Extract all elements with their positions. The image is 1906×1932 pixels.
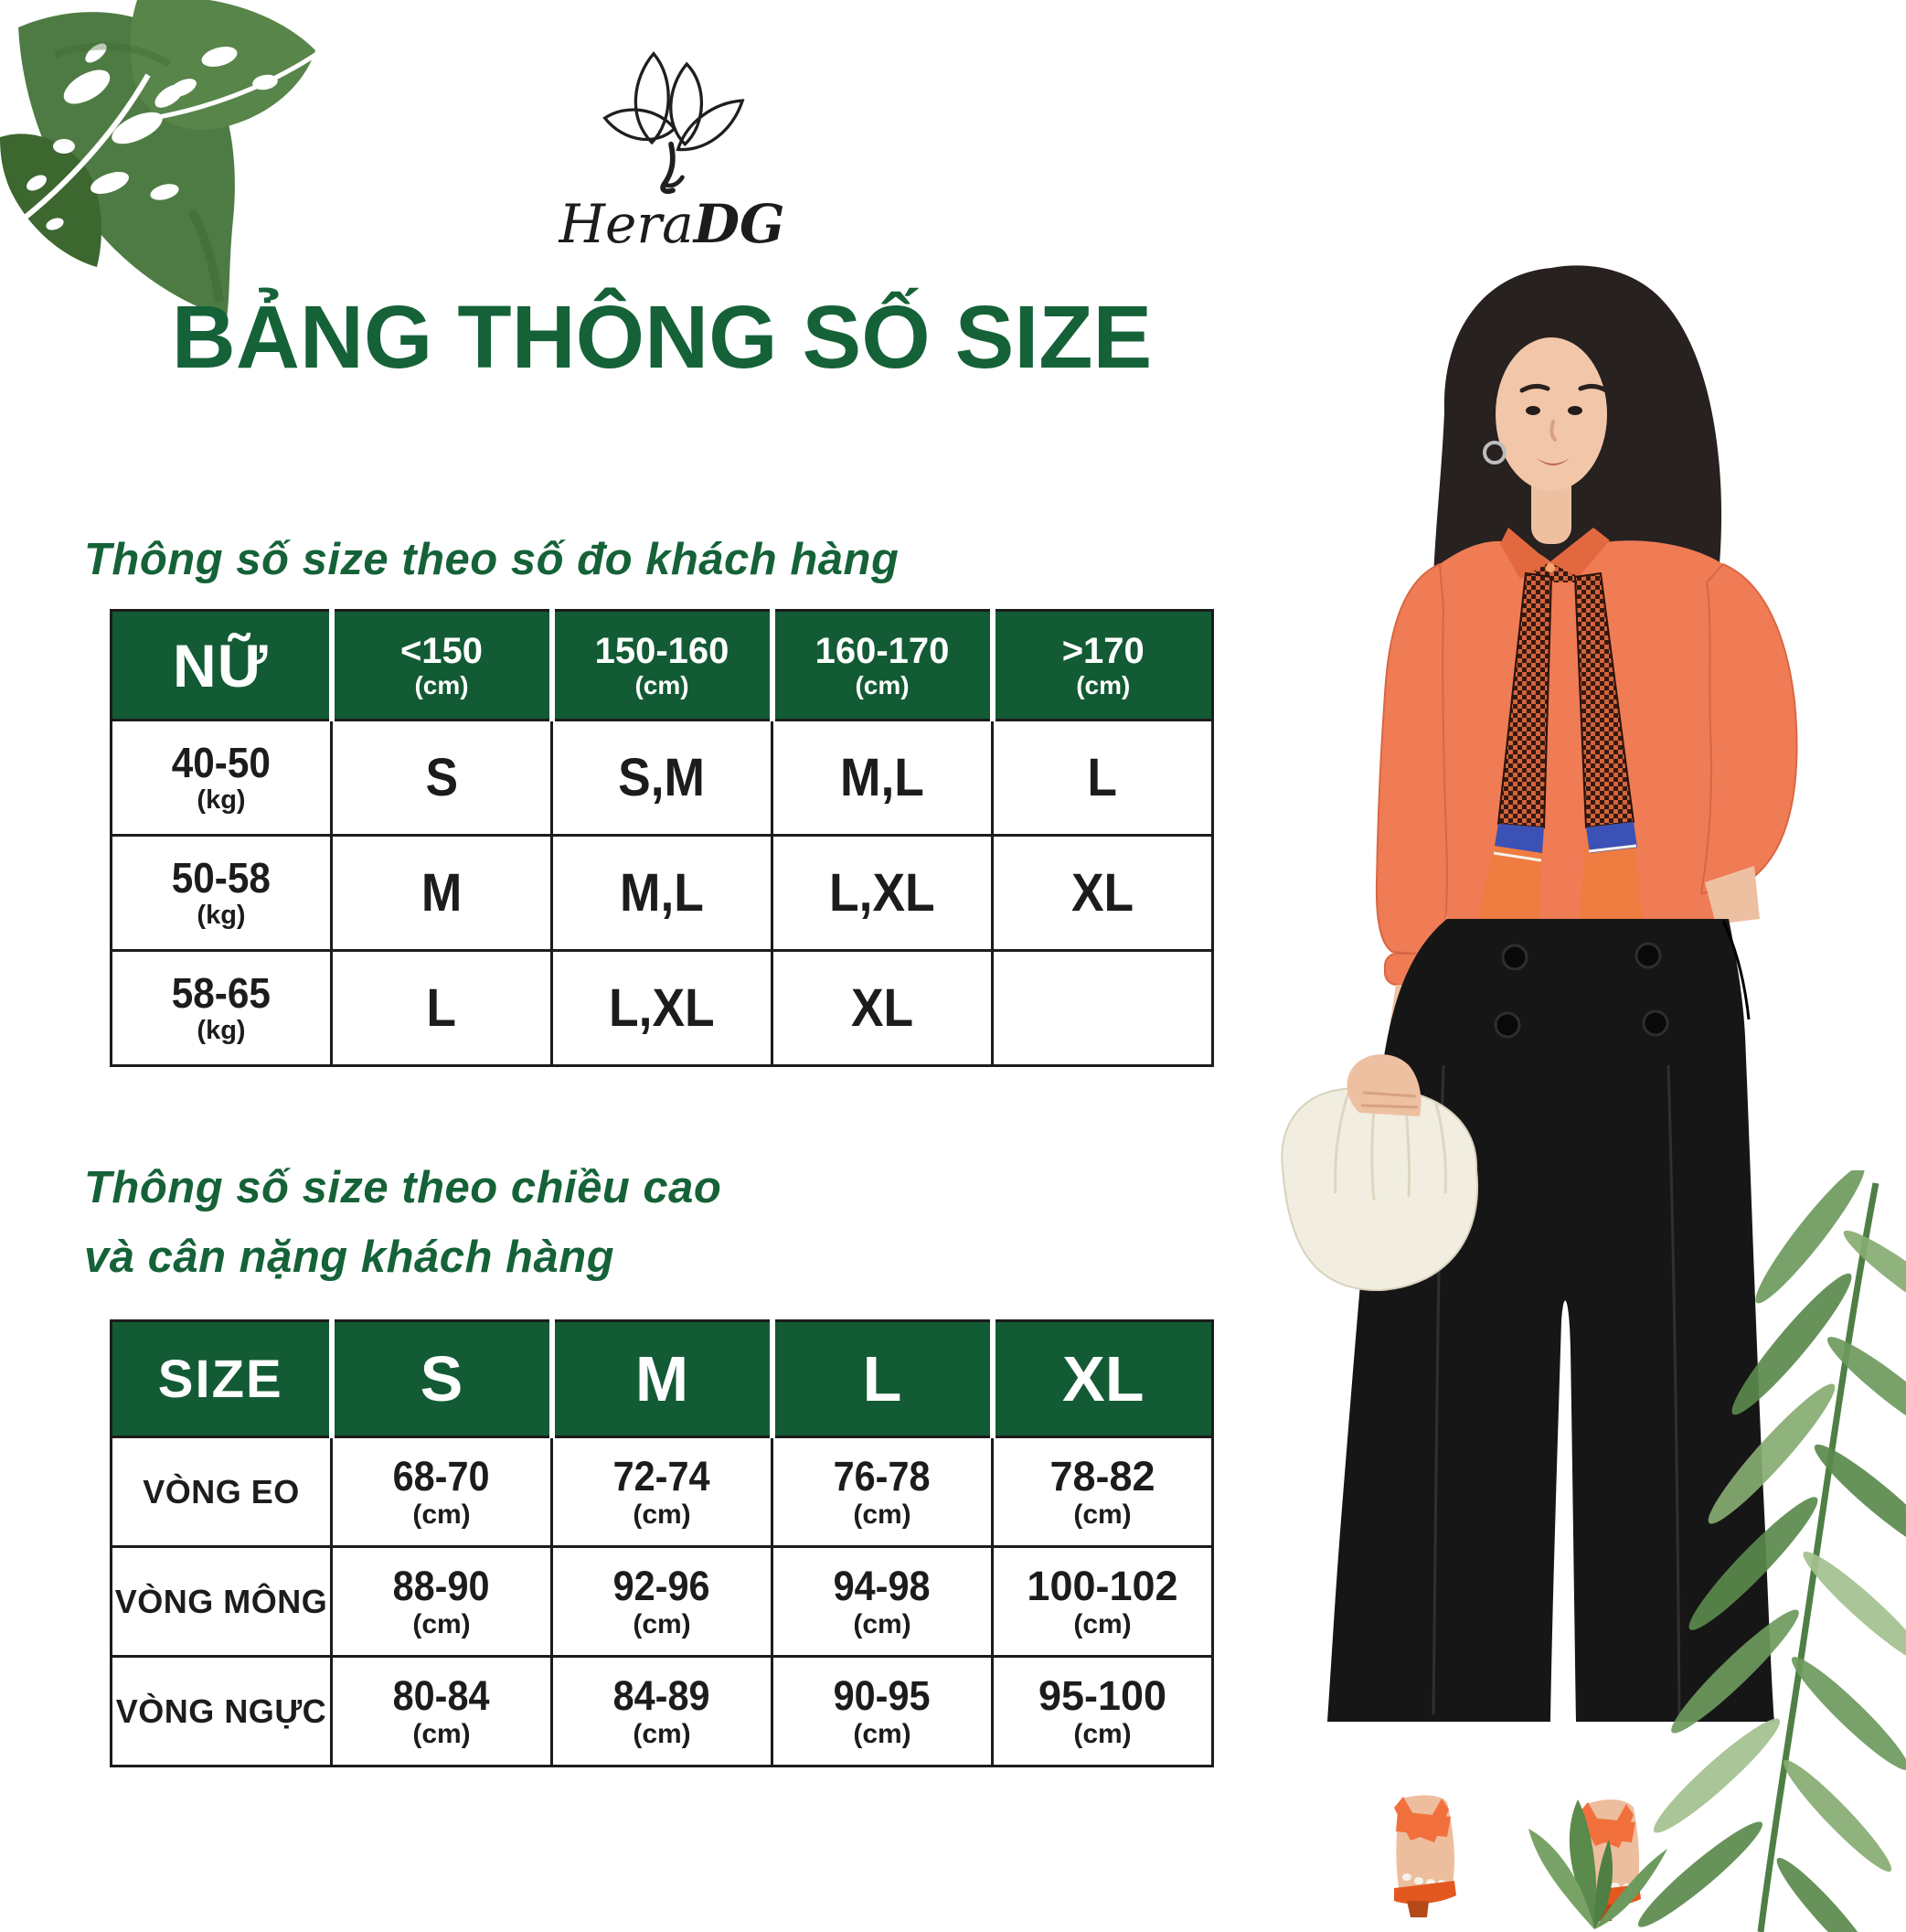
t2-cell: 78-82 (cm) xyxy=(991,1436,1214,1548)
t1-cell: M,L xyxy=(771,719,994,837)
t2-cell: 80-84 (cm) xyxy=(330,1655,553,1767)
t1-row-label-2: 50-58 (kg) xyxy=(110,834,333,952)
brand-logo: HeraDG xyxy=(302,44,1042,251)
t1-cell: XL xyxy=(991,834,1214,952)
t2-row-label-3: VÒNG NGỰC xyxy=(110,1655,333,1767)
t1-cell: L xyxy=(991,719,1214,837)
t2-cell: 95-100 (cm) xyxy=(991,1655,1214,1767)
sprout-leaf-decoration xyxy=(1528,1799,1667,1929)
t2-cell: 100-102 (cm) xyxy=(991,1545,1214,1658)
brand-name-script: Hera xyxy=(559,193,694,255)
t1-row-label-1: 40-50 (kg) xyxy=(110,719,333,837)
t1-cell: L,XL xyxy=(550,949,773,1067)
t2-cell: 88-90 (cm) xyxy=(330,1545,553,1658)
t1-cell: L,XL xyxy=(771,834,994,952)
t1-cell: M,L xyxy=(550,834,773,952)
body-section-heading: Thông số size theo chiều cao và cân nặng… xyxy=(84,1154,721,1293)
t2-cell: 72-74 (cm) xyxy=(550,1436,773,1548)
t2-row-label-1: VÒNG EO xyxy=(110,1436,333,1548)
t2-cell: 68-70 (cm) xyxy=(330,1436,553,1548)
t2-col-header-s: S xyxy=(328,1319,553,1438)
t1-col-header-4: >170 (cm) xyxy=(989,609,1214,721)
body-section-heading-line2: và cân nặng khách hàng xyxy=(84,1232,615,1282)
t1-col-header-1: <150 (cm) xyxy=(328,609,553,721)
t1-cell: M xyxy=(330,834,553,952)
t2-col-header-xl: XL xyxy=(989,1319,1214,1438)
measurement-section-heading: Thông số size theo số đo khách hàng xyxy=(84,535,900,584)
t1-cell: L xyxy=(330,949,553,1067)
t1-cell: S xyxy=(330,719,553,837)
t2-cell: 90-95 (cm) xyxy=(771,1655,994,1767)
palm-leaf-decoration xyxy=(1637,1170,1906,1932)
t2-cell: 84-89 (cm) xyxy=(550,1655,773,1767)
size-by-height-table: NỮ <150 (cm) 150-160 (cm) 160-170 (cm) >… xyxy=(110,609,1214,1067)
size-by-measurement-table: SIZE S M L XL VÒNG EO 68-70 (cm) 72-74 (… xyxy=(110,1319,1214,1767)
lotus-flower-icon xyxy=(602,51,745,195)
t2-row-label-2: VÒNG MÔNG xyxy=(110,1545,333,1658)
body-section-heading-line1: Thông số size theo chiều cao xyxy=(84,1163,722,1212)
t2-col-header-m: M xyxy=(548,1319,773,1438)
model-illustration xyxy=(1281,265,1798,1921)
brand-wordmark: HeraDG xyxy=(302,197,1042,251)
t2-corner-header: SIZE xyxy=(110,1319,333,1438)
t1-col-header-3: 160-170 (cm) xyxy=(769,609,994,721)
brand-name-suffix: DG xyxy=(693,193,785,255)
monstera-leaves-decoration xyxy=(0,0,315,318)
t2-cell: 76-78 (cm) xyxy=(771,1436,994,1548)
t2-cell: 94-98 (cm) xyxy=(771,1545,994,1658)
t2-col-header-l: L xyxy=(769,1319,994,1438)
t1-row-label-3: 58-65 (kg) xyxy=(110,949,333,1067)
page-title: BẢNG THÔNG SỐ SIZE xyxy=(171,287,1153,387)
model-photo xyxy=(1211,242,1906,1932)
t1-corner-header: NỮ xyxy=(110,609,333,721)
t2-cell: 92-96 (cm) xyxy=(550,1545,773,1658)
t1-cell-empty xyxy=(991,949,1214,1067)
t1-cell: XL xyxy=(771,949,994,1067)
t1-col-header-2: 150-160 (cm) xyxy=(548,609,773,721)
t1-cell: S,M xyxy=(550,719,773,837)
